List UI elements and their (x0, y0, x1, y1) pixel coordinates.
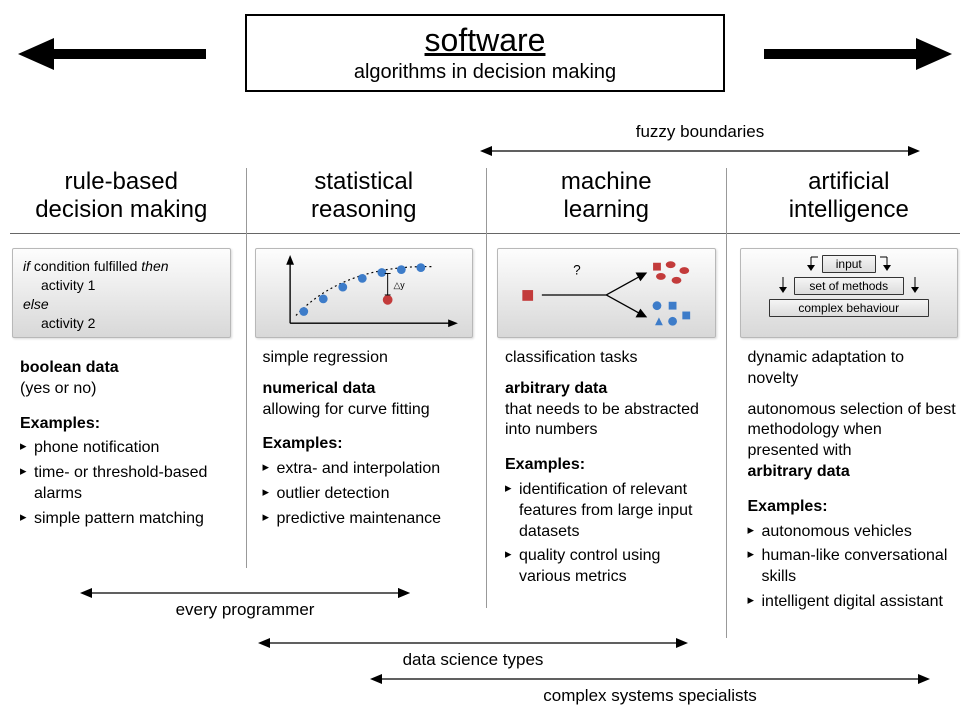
ai-box-methods: set of methods (794, 277, 904, 295)
col-title-rule: rule-based decision making (0, 168, 243, 223)
list-item: quality control using various metrics (505, 546, 714, 588)
ai-box-behaviour: complex behaviour (769, 299, 929, 317)
range-label: data science types (258, 650, 688, 670)
double-arrow-icon (258, 636, 688, 650)
list-item: identification of relevant features from… (505, 480, 714, 542)
fuzzy-boundaries: fuzzy boundaries (480, 122, 920, 163)
list-item: intelligent digital assistant (748, 592, 957, 613)
card-stat-regression: △y (255, 248, 474, 338)
body-ml: classification tasks arbitrary data that… (485, 348, 728, 617)
body-ai: dynamic adaptation to novelty autonomous… (728, 348, 970, 617)
list-item: predictive maintenance (263, 509, 472, 530)
delta-y-label: △y (393, 280, 405, 290)
title-main: software (247, 22, 723, 59)
arrow-right-icon (762, 34, 952, 74)
range-label: every programmer (80, 600, 410, 620)
card-rule-pseudocode: if condition fulfilled then activity 1 e… (12, 248, 231, 338)
list-item: human-like conversational skills (748, 546, 957, 588)
header: software algorithms in decision making (0, 14, 970, 98)
body-rule: boolean data (yes or no) Examples: phone… (0, 348, 243, 617)
classifier-icon: ? (502, 253, 711, 333)
arrow-left-icon (18, 34, 208, 74)
range-label: complex systems specialists (370, 686, 930, 706)
col-title-ml: machine learning (485, 168, 728, 223)
card-ml-classifier: ? (497, 248, 716, 338)
body-stat: simple regression numerical data allowin… (243, 348, 486, 617)
col-title-stat: statistical reasoning (243, 168, 486, 223)
double-arrow-icon (370, 672, 930, 686)
double-arrow-icon (80, 586, 410, 600)
list-item: extra- and interpolation (263, 459, 472, 480)
list-item: simple pattern matching (20, 509, 229, 530)
horizontal-rule (10, 233, 960, 234)
bodies-row: boolean data (yes or no) Examples: phone… (0, 348, 970, 617)
fuzzy-label: fuzzy boundaries (480, 122, 920, 142)
double-arrow-icon (480, 144, 920, 158)
cards-row: if condition fulfilled then activity 1 e… (0, 248, 970, 338)
list-item: phone notification (20, 438, 229, 459)
list-item: time- or threshold-based alarms (20, 463, 229, 505)
list-item: autonomous vehicles (748, 522, 957, 543)
svg-text:?: ? (573, 262, 581, 277)
columns-header: rule-based decision making statistical r… (0, 168, 970, 223)
card-ai-stack: input set of methods complex behaviour (740, 248, 959, 338)
regression-chart-icon: △y (260, 253, 469, 333)
col-title-ai: artificial intelligence (728, 168, 970, 223)
ai-box-input: input (822, 255, 876, 273)
list-item: outlier detection (263, 484, 472, 505)
title-box: software algorithms in decision making (245, 14, 725, 92)
title-subtitle: algorithms in decision making (247, 61, 723, 84)
